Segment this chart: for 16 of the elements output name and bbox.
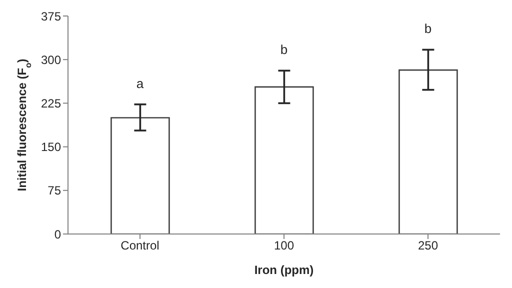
bar [398, 69, 458, 234]
bar [254, 86, 314, 234]
x-tick-label: Control [120, 238, 160, 253]
y-tick-label: 0 [54, 227, 62, 242]
y-tick-label: 150 [40, 140, 62, 154]
x-tick-label: 250 [418, 238, 438, 253]
x-axis-title: Iron (ppm) [254, 263, 314, 277]
bar [110, 117, 170, 234]
y-tick-label: 225 [40, 96, 62, 110]
y-tick-label: 75 [48, 184, 62, 198]
annotation: a [136, 76, 144, 91]
y-tick-label: 375 [40, 9, 62, 24]
annotation: b [424, 21, 432, 36]
y-tick-label: 300 [40, 52, 62, 67]
annotation: b [280, 42, 288, 58]
x-tick-label: 100 [274, 238, 294, 253]
